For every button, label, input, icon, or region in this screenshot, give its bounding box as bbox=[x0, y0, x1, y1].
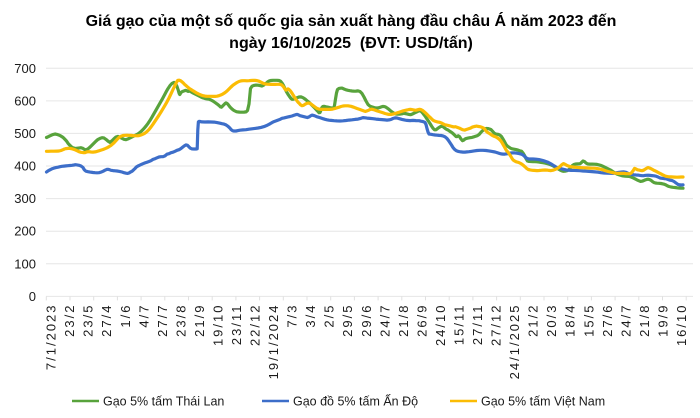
svg-text:ngày 16/10/2025 (ĐVT: USD/tấn: ngày 16/10/2025 (ĐVT: USD/tấn) bbox=[229, 35, 473, 52]
svg-text:22/12: 22/12 bbox=[248, 304, 263, 347]
svg-text:24/7: 24/7 bbox=[377, 304, 392, 337]
svg-text:21/8: 21/8 bbox=[637, 304, 652, 337]
svg-text:29/6: 29/6 bbox=[359, 304, 374, 337]
svg-text:7/1/2023: 7/1/2023 bbox=[44, 304, 59, 371]
svg-text:24/1/2025: 24/1/2025 bbox=[507, 304, 522, 380]
svg-text:400: 400 bbox=[14, 159, 36, 174]
svg-text:23/11: 23/11 bbox=[229, 304, 244, 346]
svg-text:300: 300 bbox=[14, 191, 36, 206]
svg-text:26/9: 26/9 bbox=[414, 304, 429, 337]
svg-text:Gạo 5% tấm Việt Nam: Gạo 5% tấm Việt Nam bbox=[481, 395, 605, 409]
svg-text:0: 0 bbox=[29, 289, 36, 304]
svg-text:21/8: 21/8 bbox=[396, 304, 411, 337]
svg-text:2/5: 2/5 bbox=[322, 304, 337, 328]
svg-text:19/9: 19/9 bbox=[655, 304, 670, 337]
svg-text:200: 200 bbox=[14, 224, 36, 239]
svg-text:27/7: 27/7 bbox=[155, 304, 170, 337]
svg-text:500: 500 bbox=[14, 126, 36, 141]
svg-text:4/7: 4/7 bbox=[136, 304, 151, 328]
svg-text:27/6: 27/6 bbox=[600, 304, 615, 337]
svg-text:600: 600 bbox=[14, 93, 36, 108]
svg-text:24/10: 24/10 bbox=[433, 304, 448, 347]
svg-text:27/12: 27/12 bbox=[489, 303, 504, 346]
svg-text:16/10: 16/10 bbox=[674, 304, 689, 347]
svg-text:27/11: 27/11 bbox=[470, 304, 485, 346]
svg-text:Giá gạo của một số quốc gia sả: Giá gạo của một số quốc gia sản xuất hàn… bbox=[86, 11, 617, 30]
svg-text:15/11: 15/11 bbox=[452, 304, 467, 346]
svg-text:Gạo đồ 5% tấm Ấn Độ: Gạo đồ 5% tấm Ấn Độ bbox=[293, 394, 418, 409]
svg-text:19/1/2024: 19/1/2024 bbox=[266, 304, 281, 380]
svg-text:18/4: 18/4 bbox=[563, 304, 578, 337]
svg-text:23/2: 23/2 bbox=[62, 304, 77, 337]
svg-text:20/3: 20/3 bbox=[544, 304, 559, 337]
svg-text:27/4: 27/4 bbox=[99, 304, 114, 337]
svg-text:21/2: 21/2 bbox=[526, 304, 541, 337]
svg-text:3/4: 3/4 bbox=[303, 304, 318, 328]
svg-text:23/5: 23/5 bbox=[81, 304, 96, 337]
svg-text:15/5: 15/5 bbox=[581, 304, 596, 337]
svg-text:21/9: 21/9 bbox=[192, 304, 207, 337]
svg-text:29/5: 29/5 bbox=[340, 304, 355, 337]
svg-text:7/3: 7/3 bbox=[285, 304, 300, 328]
svg-text:23/8: 23/8 bbox=[173, 304, 188, 337]
svg-text:1/6: 1/6 bbox=[118, 304, 133, 328]
svg-text:Gạo 5% tấm Thái Lan: Gạo 5% tấm Thái Lan bbox=[103, 395, 224, 409]
svg-text:19/10: 19/10 bbox=[211, 304, 226, 347]
svg-text:24/7: 24/7 bbox=[618, 304, 633, 337]
svg-text:700: 700 bbox=[14, 61, 36, 76]
svg-text:100: 100 bbox=[14, 256, 36, 271]
